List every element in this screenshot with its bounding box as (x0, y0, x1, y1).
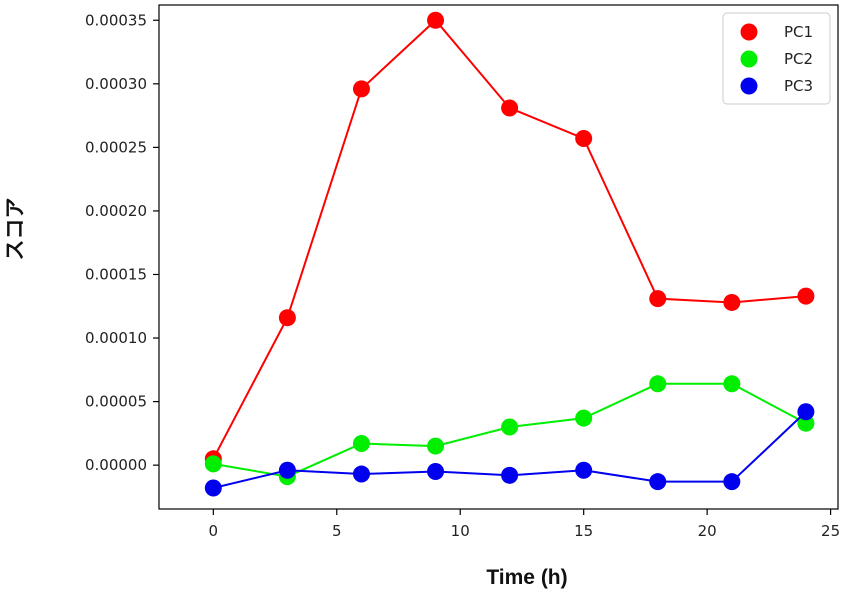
y-tick-label: 0.00005 (85, 393, 147, 411)
x-axis-title: Time (h) (486, 566, 567, 589)
legend-marker-pc2 (740, 50, 758, 68)
legend-label-pc1: PC1 (784, 23, 813, 41)
pc2-point (427, 437, 445, 455)
pc2-point (352, 435, 370, 453)
legend-marker-pc3 (740, 77, 758, 95)
pc3-point (501, 466, 519, 484)
x-tick-label: 25 (821, 522, 840, 540)
y-axis-title: スコア (4, 198, 27, 261)
x-tick-label: 0 (209, 522, 219, 540)
y-tick-label: 0.00020 (85, 202, 147, 220)
y-tick-label: 0.00035 (85, 11, 147, 29)
x-tick-label: 10 (451, 522, 470, 540)
legend-box (722, 12, 831, 105)
pc2-point (649, 375, 667, 393)
x-axis: 0 5 10 15 20 25 (209, 509, 840, 540)
pc3-point (575, 461, 593, 479)
pc3-point (204, 479, 222, 497)
y-tick-label: 0.00025 (85, 138, 147, 156)
y-axis: 0.00000 0.00005 0.00010 0.00015 0.00020 0.000… (85, 11, 159, 474)
legend-label-pc3: PC3 (784, 77, 813, 95)
x-tick-label: 5 (332, 522, 342, 540)
pc1-point (352, 80, 370, 98)
pc3-point (427, 463, 445, 481)
pc1-point (501, 99, 519, 117)
pc3-point (723, 473, 741, 491)
series-layer (204, 11, 815, 497)
pc2-point (575, 409, 593, 427)
pc2-point (723, 375, 741, 393)
pc1-line (212, 18, 806, 460)
pc1-point (649, 290, 667, 308)
x-tick-label: 15 (574, 522, 593, 540)
legend-marker-pc1 (740, 23, 758, 41)
legend: PC1 PC2 PC3 (722, 12, 831, 105)
pc3-point (352, 465, 370, 483)
pc3-point (649, 473, 667, 491)
legend-label-pc2: PC2 (784, 50, 813, 68)
y-tick-label: 0.00010 (85, 329, 147, 347)
pc1-point (278, 309, 296, 327)
series-pc2 (204, 375, 815, 486)
pc1-point (575, 129, 593, 147)
pc3-point (278, 461, 296, 479)
pc2-point (204, 455, 222, 473)
y-tick-label: 0.00030 (85, 75, 147, 93)
pc1-point (723, 293, 741, 311)
pc1-point (797, 287, 815, 305)
series-pc3 (204, 403, 815, 497)
plot-frame (158, 4, 839, 510)
pc1-point (427, 11, 445, 29)
pc2-point (501, 418, 519, 436)
y-tick-label: 0.00015 (85, 265, 147, 283)
x-tick-label: 20 (698, 522, 717, 540)
pc3-point (797, 403, 815, 421)
y-tick-label: 0.00000 (85, 456, 147, 474)
